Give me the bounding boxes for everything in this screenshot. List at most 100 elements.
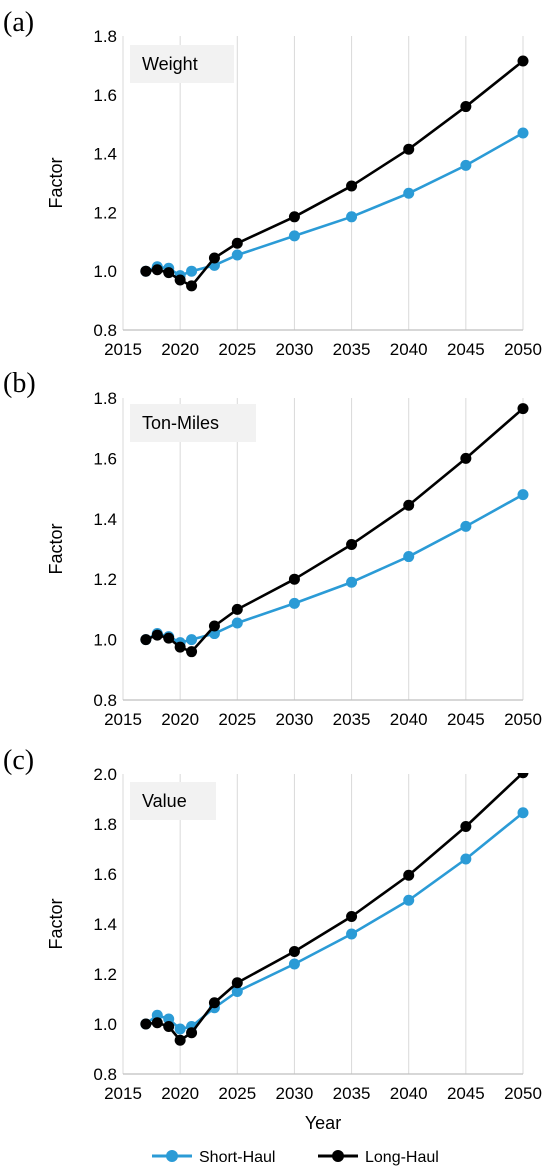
y-tick-label: 1.4 <box>93 915 117 934</box>
y-tick-label: 0.8 <box>93 1065 117 1084</box>
x-tick-label: 2035 <box>333 1084 371 1103</box>
x-tick-label: 2045 <box>447 710 485 729</box>
x-tick-label: 2045 <box>447 1084 485 1103</box>
data-point <box>460 821 472 832</box>
series-line <box>145 59 524 288</box>
data-point <box>140 265 152 277</box>
data-point <box>151 264 163 276</box>
series-long-haul <box>140 403 529 658</box>
series-long-haul <box>140 55 529 292</box>
data-point <box>403 187 415 199</box>
y-tick-label: 1.0 <box>93 262 117 281</box>
x-tick-label: 2020 <box>161 1084 199 1103</box>
data-point <box>208 997 220 1009</box>
data-point <box>163 1021 175 1032</box>
data-point <box>174 1023 186 1035</box>
x-tick-label: 2020 <box>161 710 199 729</box>
y-tick-label: 2.0 <box>93 765 117 784</box>
x-tick-label: 2035 <box>333 340 371 359</box>
panel-title: Ton-Miles <box>142 413 219 433</box>
panel-letter: (c) <box>3 745 34 776</box>
y-axis-title: Factor <box>46 898 66 949</box>
y-axis-title: Factor <box>46 157 66 208</box>
chart-panel-0: (a) Weight 0.8 1.0 1.2 1.4 1.6 1.8 2015 2020 2025 2… <box>3 7 542 359</box>
y-tick-label: 1.8 <box>93 815 117 834</box>
panel-title-box <box>130 45 234 83</box>
data-point <box>517 127 529 139</box>
panel-title: Weight <box>142 54 198 74</box>
x-tick-label: 2030 <box>276 710 314 729</box>
data-point <box>460 520 472 532</box>
data-point <box>517 403 529 415</box>
legend-label-long-haul: Long-Haul <box>365 1149 439 1166</box>
data-point <box>403 499 415 511</box>
data-point <box>460 101 472 113</box>
x-tick-label: 2015 <box>104 340 142 359</box>
x-tick-label: 2040 <box>390 710 428 729</box>
y-tick-label: 1.6 <box>93 865 117 884</box>
x-tick-label: 2045 <box>447 340 485 359</box>
series-line <box>145 493 524 644</box>
data-point <box>517 489 529 501</box>
data-point <box>231 249 243 261</box>
x-tick-label: 2015 <box>104 710 142 729</box>
x-tick-label: 2030 <box>276 1084 314 1103</box>
panel-title-box <box>130 782 216 820</box>
data-point <box>163 267 175 279</box>
data-point <box>403 143 415 155</box>
data-point <box>186 1027 198 1039</box>
legend-marker-short-haul <box>166 1150 178 1162</box>
x-tick-label: 2050 <box>504 340 542 359</box>
y-tick-label: 1.4 <box>93 510 117 529</box>
series-line <box>145 131 524 277</box>
data-point <box>517 55 529 67</box>
panel-title: Value <box>142 791 187 811</box>
data-point <box>174 641 186 653</box>
data-point <box>346 211 358 223</box>
data-point <box>517 807 529 819</box>
data-point <box>231 977 243 989</box>
y-tick-label: 0.8 <box>93 321 117 340</box>
data-point <box>186 280 198 292</box>
data-point <box>346 911 358 922</box>
legend-item-long-haul: Long-Haul <box>318 1149 439 1166</box>
data-point <box>288 958 300 970</box>
data-point <box>174 274 186 286</box>
data-point <box>288 597 300 609</box>
data-point <box>403 894 415 906</box>
data-point <box>517 773 529 779</box>
data-point <box>346 928 358 940</box>
data-point <box>346 180 358 192</box>
x-tick-label: 2035 <box>333 710 371 729</box>
panel-letter: (a) <box>3 7 34 38</box>
y-tick-label: 1.2 <box>93 965 117 984</box>
series-line <box>145 811 524 1031</box>
data-point <box>460 159 472 171</box>
y-tick-label: 1.2 <box>93 203 117 222</box>
y-tick-label: 1.6 <box>93 86 117 105</box>
y-tick-label: 1.8 <box>93 389 117 408</box>
x-tick-label: 2020 <box>161 340 199 359</box>
x-tick-label: 2015 <box>104 1084 142 1103</box>
legend: Short-Haul Long-Haul <box>152 1149 439 1166</box>
data-point <box>208 620 220 632</box>
x-tick-label: 2025 <box>218 710 256 729</box>
data-point <box>346 576 358 588</box>
x-axis-title: Year <box>305 1113 341 1133</box>
x-tick-label: 2025 <box>218 1084 256 1103</box>
y-tick-label: 1.0 <box>93 631 117 650</box>
x-tick-label: 2050 <box>504 710 542 729</box>
data-point <box>460 853 472 865</box>
chart-panel-1: (b) Ton-Miles 0.8 1.0 1.2 1.4 1.6 1.8 2015 2020 20… <box>3 368 542 729</box>
data-point <box>151 629 163 641</box>
data-point <box>288 230 300 242</box>
data-point <box>186 265 198 277</box>
data-point <box>186 646 198 658</box>
data-point <box>208 252 220 264</box>
data-point <box>403 869 415 881</box>
data-point <box>174 1034 186 1046</box>
data-point <box>346 538 358 550</box>
y-tick-label: 1.8 <box>93 27 117 46</box>
data-point <box>231 617 243 629</box>
y-tick-label: 0.8 <box>93 691 117 710</box>
